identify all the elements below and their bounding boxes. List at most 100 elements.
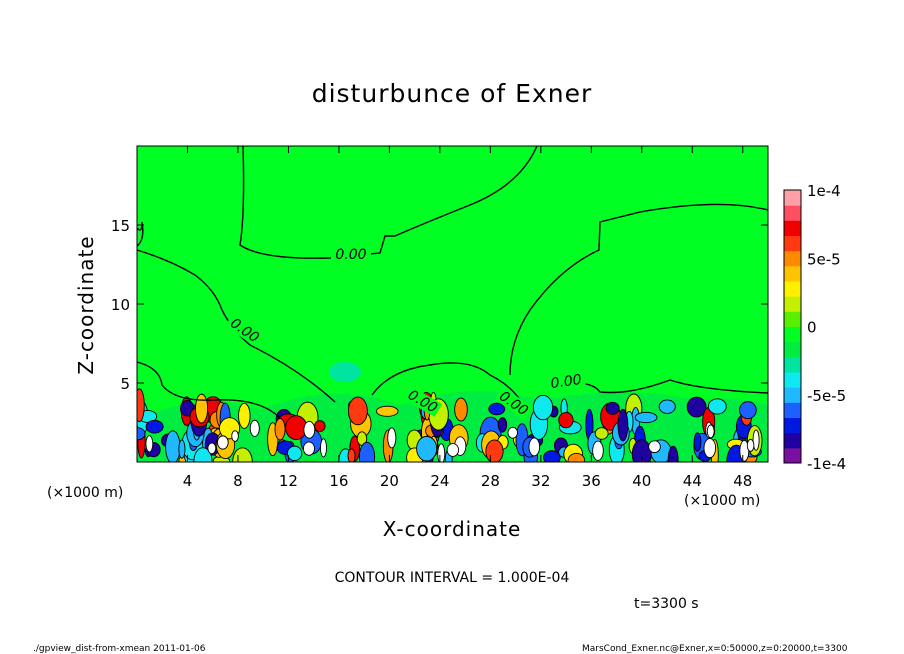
footer-left: ./gpview_dist-from-xmean 2011-01-06 <box>33 644 206 654</box>
colorbar-tick-label: 5e-5 <box>807 250 841 268</box>
disturbance-peak <box>706 424 715 439</box>
disturbance-cell <box>617 408 629 442</box>
disturbance-peak <box>207 442 217 455</box>
disturbance-peak <box>216 435 229 450</box>
colorbar-swatch <box>784 265 801 282</box>
colorbar-swatch <box>784 447 801 464</box>
colorbar-swatch <box>784 372 801 388</box>
colorbar-tick-label: 0 <box>807 319 817 337</box>
disturbance-cell <box>707 398 727 415</box>
colorbar-swatch <box>784 311 801 327</box>
disturbance-cell <box>193 447 213 462</box>
x-tick-label: 8 <box>233 472 243 490</box>
x-axis-unit: (×1000 m) <box>684 493 760 509</box>
x-tick-label: 16 <box>329 472 348 490</box>
contour-line-left-edge <box>136 221 144 247</box>
colorbar-swatch <box>784 417 801 434</box>
disturbance-cell <box>658 399 676 414</box>
x-axis-title: X-coordinate <box>383 517 522 541</box>
colorbar-swatch <box>784 220 801 236</box>
x-tick-label: 36 <box>582 472 601 490</box>
disturbance-peak <box>752 429 760 451</box>
disturbance-cell <box>274 418 286 441</box>
colorbar-swatch <box>784 296 801 312</box>
disturbance-cell <box>634 411 658 424</box>
x-tick-label: 32 <box>531 472 550 490</box>
disturbance-cell <box>347 448 356 462</box>
disturbance-peak <box>145 435 154 453</box>
y-axis-unit: (×1000 m) <box>47 485 123 501</box>
contour-line-low-mid <box>371 362 521 401</box>
disturbance-cell <box>667 445 679 462</box>
plot-area: 0.00 0.00 0.00 0.00 0.00 4 8 12 16 20 24 28 32 3… <box>111 145 769 490</box>
x-tick-label: 44 <box>683 472 702 490</box>
colorbar-swatch <box>784 341 801 358</box>
disturbance-peak <box>249 419 260 437</box>
colorbar-swatch <box>784 235 801 252</box>
colorbar-tick-label: -5e-5 <box>807 387 846 405</box>
contour-line-top <box>239 145 538 259</box>
disturbance-cell <box>686 396 707 418</box>
disturbance-peak <box>592 440 604 461</box>
disturbance-cell <box>488 402 506 416</box>
disturbance-cell <box>347 396 368 426</box>
weak-negative-region <box>329 362 361 382</box>
colorbar-swatch <box>784 205 801 221</box>
disturbance-cell <box>165 430 181 462</box>
disturbance-peak <box>528 437 541 457</box>
disturbance-peak <box>703 438 717 459</box>
disturbance-cell <box>358 441 376 462</box>
contour-interval-note: CONTOUR INTERVAL = 1.000E-04 <box>335 570 570 586</box>
colorbar: 1e-4 5e-5 0 -5e-5 -1e-4 <box>783 182 846 473</box>
disturbance-peak <box>446 443 459 457</box>
y-tick-label: 15 <box>111 217 130 235</box>
disturbance-peak <box>302 441 315 456</box>
x-axis: 4 8 12 16 20 24 28 32 36 40 44 48 <box>183 146 752 490</box>
x-tick-label: 28 <box>481 472 500 490</box>
y-tick-label: 5 <box>120 375 130 393</box>
x-tick-label: 12 <box>279 472 298 490</box>
disturbance-cell <box>485 439 504 462</box>
disturbance-cell <box>416 435 438 462</box>
x-tick-label: 20 <box>380 472 399 490</box>
disturbance-peak <box>387 427 397 449</box>
disturbance-peak <box>231 430 239 442</box>
disturbance-cell <box>739 401 757 420</box>
y-axis: 5 10 15 <box>111 217 768 393</box>
disturbance-cell <box>631 439 652 462</box>
disturbance-cell <box>454 397 468 422</box>
disturbance-cell <box>497 417 508 433</box>
disturbance-cell <box>594 427 609 440</box>
colorbar-swatch <box>784 250 801 267</box>
colorbar-swatch <box>784 281 801 297</box>
disturbance-cell <box>287 445 303 462</box>
disturbance-cell <box>543 450 561 462</box>
disturbance-cell <box>195 393 209 424</box>
disturbance-cell <box>693 432 702 452</box>
disturbance-cell <box>532 394 554 421</box>
disturbance-cell <box>238 402 251 429</box>
contour-label: 0.00 <box>550 372 583 392</box>
x-tick-label: 40 <box>632 472 651 490</box>
contour-line-low-left <box>136 361 281 419</box>
disturbance-cell <box>314 420 326 433</box>
y-tick-label: 10 <box>111 296 130 314</box>
contour-line-left-lobe <box>136 249 336 403</box>
contour-label: 0.00 <box>335 247 366 263</box>
x-tick-label: 48 <box>733 472 752 490</box>
footer-right: MarsCond_Exner.nc@Exner,x=0:50000,z=0:20… <box>582 644 848 654</box>
chart-title: disturbunce of Exner <box>312 79 593 108</box>
disturbance-cell <box>178 439 186 459</box>
colorbar-swatch <box>784 387 801 403</box>
colorbar-swatch <box>784 326 801 343</box>
colorbar-frame <box>783 189 802 464</box>
colorbar-swatch <box>784 190 801 206</box>
disturbance-cell <box>558 411 574 429</box>
disturbance-peak <box>303 421 316 439</box>
disturbance-peak <box>437 443 446 462</box>
disturbance-cell <box>605 401 620 415</box>
x-tick-label: 24 <box>430 472 449 490</box>
y-axis-title: Z-coordinate <box>74 235 98 374</box>
disturbance-peak <box>320 438 327 458</box>
